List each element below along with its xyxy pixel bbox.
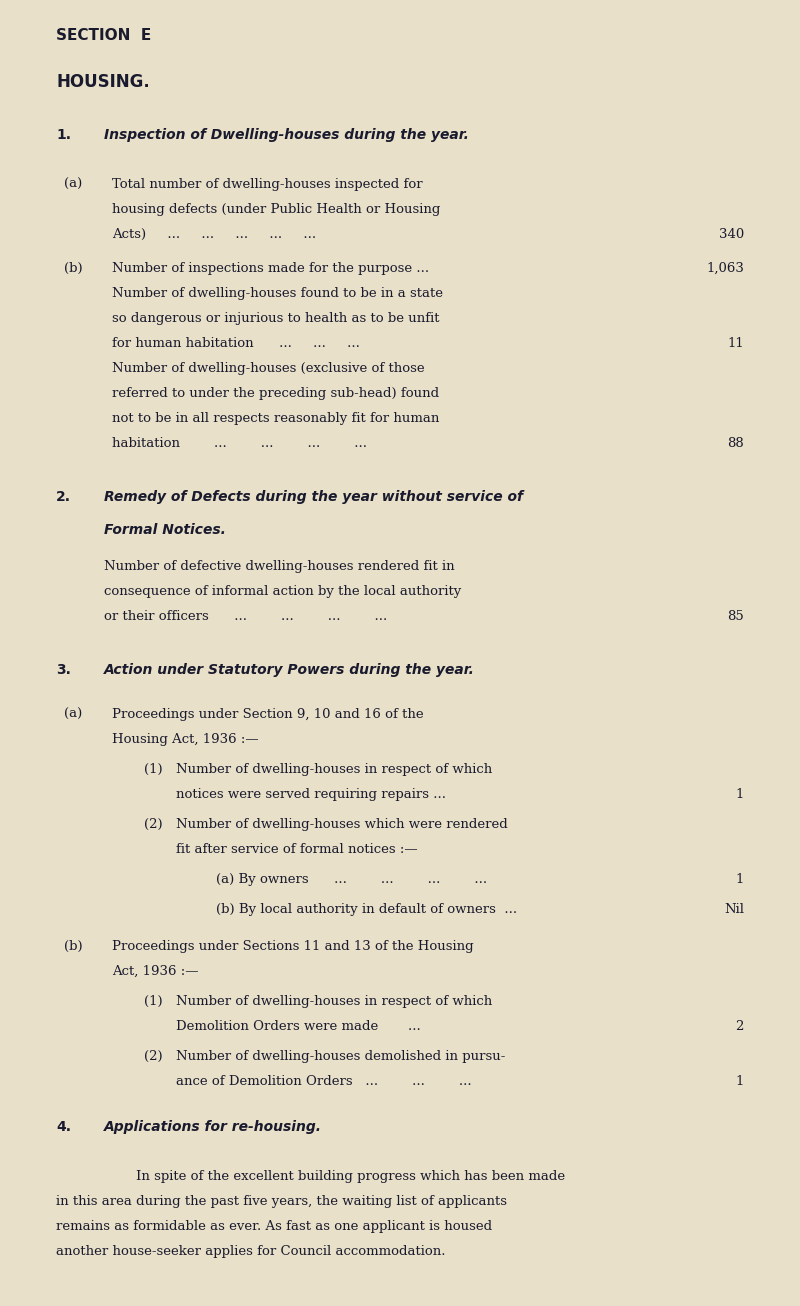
Text: not to be in all respects reasonably fit for human: not to be in all respects reasonably fit… (112, 411, 439, 424)
Text: (2): (2) (144, 1050, 162, 1063)
Text: fit after service of formal notices :—: fit after service of formal notices :— (176, 842, 418, 855)
Text: notices were served requiring repairs ...: notices were served requiring repairs ..… (176, 788, 446, 801)
Text: (a) By owners      ...        ...        ...        ...: (a) By owners ... ... ... ... (216, 872, 487, 885)
Text: Nil: Nil (724, 902, 744, 916)
Text: (b): (b) (64, 940, 82, 953)
Text: habitation        ...        ...        ...        ...: habitation ... ... ... ... (112, 436, 367, 449)
Text: Remedy of Defects during the year without service of: Remedy of Defects during the year withou… (104, 490, 523, 504)
Text: SECTION  E: SECTION E (56, 29, 151, 43)
Text: 4.: 4. (56, 1121, 71, 1134)
Text: Number of dwelling-houses in respect of which: Number of dwelling-houses in respect of … (176, 995, 492, 1008)
Text: 2: 2 (736, 1020, 744, 1033)
Text: Acts)     ...     ...     ...     ...     ...: Acts) ... ... ... ... ... (112, 229, 316, 242)
Text: 3.: 3. (56, 663, 71, 678)
Text: (a): (a) (64, 178, 82, 191)
Text: 1,063: 1,063 (706, 263, 744, 276)
Text: 2.: 2. (56, 490, 71, 504)
Text: Number of dwelling-houses demolished in pursu-: Number of dwelling-houses demolished in … (176, 1050, 506, 1063)
Text: (b) By local authority in default of owners  ...: (b) By local authority in default of own… (216, 902, 517, 916)
Text: Housing Act, 1936 :—: Housing Act, 1936 :— (112, 733, 258, 746)
Text: so dangerous or injurious to health as to be unfit: so dangerous or injurious to health as t… (112, 312, 439, 325)
Text: Proceedings under Sections 11 and 13 of the Housing: Proceedings under Sections 11 and 13 of … (112, 940, 474, 953)
Text: In spite of the excellent building progress which has been made: In spite of the excellent building progr… (136, 1170, 565, 1183)
Text: remains as formidable as ever. As fast as one applicant is housed: remains as formidable as ever. As fast a… (56, 1220, 492, 1233)
Text: Formal Notices.: Formal Notices. (104, 522, 226, 537)
Text: (b): (b) (64, 263, 82, 276)
Text: ance of Demolition Orders   ...        ...        ...: ance of Demolition Orders ... ... ... (176, 1075, 472, 1088)
Text: Number of dwelling-houses found to be in a state: Number of dwelling-houses found to be in… (112, 287, 443, 300)
Text: or their officers      ...        ...        ...        ...: or their officers ... ... ... ... (104, 610, 387, 623)
Text: in this area during the past five years, the waiting list of applicants: in this area during the past five years,… (56, 1195, 507, 1208)
Text: Number of defective dwelling-houses rendered fit in: Number of defective dwelling-houses rend… (104, 560, 454, 573)
Text: 1.: 1. (56, 128, 71, 142)
Text: referred to under the preceding sub-head) found: referred to under the preceding sub-head… (112, 387, 439, 400)
Text: (a): (a) (64, 708, 82, 721)
Text: 1: 1 (736, 1075, 744, 1088)
Text: 88: 88 (727, 436, 744, 449)
Text: Demolition Orders were made       ...: Demolition Orders were made ... (176, 1020, 421, 1033)
Text: Act, 1936 :—: Act, 1936 :— (112, 965, 198, 978)
Text: 1: 1 (736, 872, 744, 885)
Text: (2): (2) (144, 818, 162, 831)
Text: Total number of dwelling-houses inspected for: Total number of dwelling-houses inspecte… (112, 178, 422, 191)
Text: 85: 85 (727, 610, 744, 623)
Text: (1): (1) (144, 763, 162, 776)
Text: Number of inspections made for the purpose ...: Number of inspections made for the purpo… (112, 263, 429, 276)
Text: 11: 11 (727, 337, 744, 350)
Text: Number of dwelling-houses (exclusive of those: Number of dwelling-houses (exclusive of … (112, 362, 425, 375)
Text: another house-seeker applies for Council accommodation.: another house-seeker applies for Council… (56, 1245, 446, 1258)
Text: (1): (1) (144, 995, 162, 1008)
Text: Proceedings under Section 9, 10 and 16 of the: Proceedings under Section 9, 10 and 16 o… (112, 708, 424, 721)
Text: Number of dwelling-houses which were rendered: Number of dwelling-houses which were ren… (176, 818, 508, 831)
Text: Action under Statutory Powers during the year.: Action under Statutory Powers during the… (104, 663, 475, 678)
Text: Inspection of Dwelling-houses during the year.: Inspection of Dwelling-houses during the… (104, 128, 469, 142)
Text: consequence of informal action by the local authority: consequence of informal action by the lo… (104, 585, 462, 598)
Text: HOUSING.: HOUSING. (56, 73, 150, 91)
Text: housing defects (under Public Health or Housing: housing defects (under Public Health or … (112, 202, 440, 215)
Text: for human habitation      ...     ...     ...: for human habitation ... ... ... (112, 337, 360, 350)
Text: 340: 340 (718, 229, 744, 242)
Text: Number of dwelling-houses in respect of which: Number of dwelling-houses in respect of … (176, 763, 492, 776)
Text: Applications for re-housing.: Applications for re-housing. (104, 1121, 322, 1134)
Text: 1: 1 (736, 788, 744, 801)
